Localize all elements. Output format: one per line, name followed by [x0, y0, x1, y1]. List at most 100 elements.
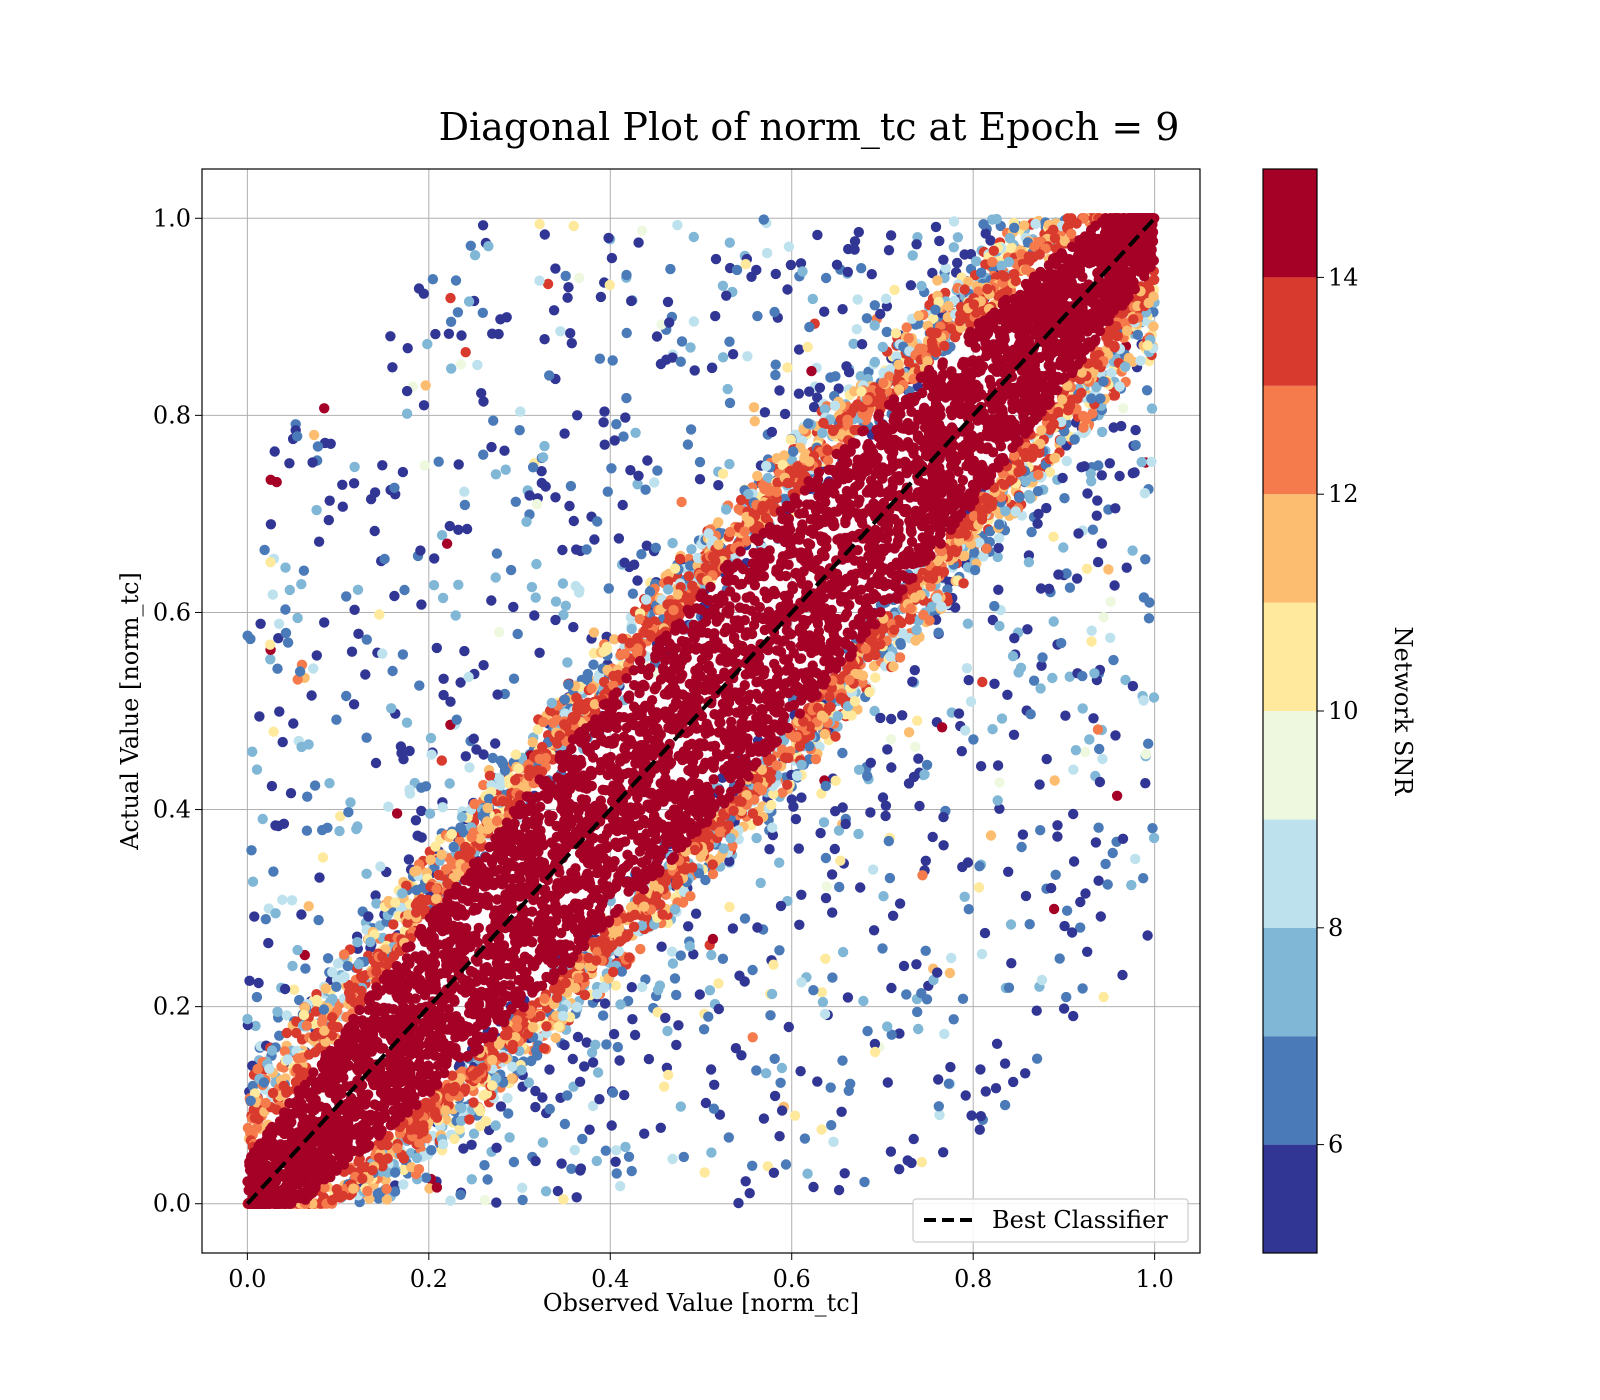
data-point	[761, 460, 772, 472]
data-point	[1071, 573, 1083, 584]
data-point	[671, 1039, 682, 1051]
data-point	[793, 843, 804, 854]
data-point	[875, 308, 886, 320]
data-point	[788, 446, 799, 457]
data-point	[1104, 458, 1116, 469]
data-point	[475, 1120, 486, 1132]
data-point	[1000, 505, 1011, 517]
data-point	[353, 628, 364, 639]
data-point	[1127, 468, 1139, 479]
data-point	[742, 351, 753, 362]
data-point	[946, 952, 957, 964]
data-point	[869, 1038, 881, 1050]
data-point	[785, 434, 796, 445]
data-point	[531, 498, 543, 510]
data-point	[1009, 633, 1020, 644]
data-point	[992, 760, 1004, 771]
data-point	[468, 1128, 480, 1139]
data-point	[311, 650, 322, 661]
data-point	[833, 383, 844, 394]
data-point	[335, 811, 346, 822]
data-point	[862, 770, 873, 782]
data-point	[766, 426, 778, 438]
data-point	[479, 1160, 490, 1171]
data-point	[832, 710, 843, 722]
data-point	[431, 642, 442, 654]
data-point	[885, 1146, 897, 1157]
data-point	[559, 428, 570, 439]
data-point	[469, 798, 480, 810]
data-point	[569, 1144, 580, 1156]
data-point	[430, 328, 441, 340]
data-point	[833, 825, 845, 836]
data-point	[804, 321, 815, 333]
data-point	[1019, 1068, 1031, 1079]
data-point	[575, 1165, 586, 1176]
data-point	[991, 213, 1002, 225]
data-point	[609, 435, 620, 446]
data-point	[495, 1101, 507, 1112]
data-point	[389, 590, 400, 602]
data-point	[1048, 616, 1059, 627]
data-point	[1081, 563, 1093, 574]
data-point	[621, 327, 632, 339]
data-point	[288, 718, 299, 729]
data-point	[1035, 683, 1046, 694]
data-point	[491, 1142, 502, 1154]
data-point	[940, 262, 951, 274]
data-point	[627, 588, 639, 599]
data-point	[483, 241, 494, 252]
data-point	[603, 232, 614, 244]
data-point	[269, 446, 280, 457]
data-point	[311, 994, 322, 1006]
data-point	[468, 733, 479, 744]
data-point	[486, 441, 497, 453]
data-point	[552, 1185, 564, 1197]
data-point	[534, 647, 545, 658]
data-point	[460, 848, 471, 860]
data-point	[468, 1097, 479, 1108]
data-point	[841, 361, 852, 372]
data-point	[1023, 251, 1035, 262]
data-point	[627, 1014, 638, 1025]
data-point	[959, 284, 970, 295]
data-point	[992, 551, 1003, 563]
data-point	[464, 1114, 475, 1125]
data-point	[973, 882, 985, 893]
data-point	[979, 927, 991, 939]
data-point	[252, 1063, 263, 1075]
data-point	[1024, 919, 1035, 930]
data-point	[491, 548, 503, 559]
data-point	[769, 1090, 781, 1102]
data-point	[534, 218, 545, 230]
data-point	[974, 861, 985, 872]
data-point	[816, 1124, 827, 1135]
data-point	[391, 808, 403, 819]
data-point	[939, 340, 950, 352]
data-point	[859, 1176, 870, 1188]
data-point	[938, 1147, 949, 1158]
data-point	[539, 229, 550, 240]
data-point	[1087, 408, 1098, 419]
data-point	[608, 966, 619, 978]
data-point	[717, 352, 729, 363]
data-point	[1064, 582, 1076, 593]
data-point	[1086, 636, 1097, 647]
data-point	[594, 353, 606, 364]
data-point	[633, 470, 644, 481]
data-point	[869, 300, 880, 311]
data-point	[865, 757, 876, 768]
data-point	[810, 754, 822, 765]
data-point	[1035, 583, 1047, 594]
data-point	[917, 343, 928, 354]
data-point	[598, 417, 609, 428]
data-point	[562, 657, 573, 668]
data-point	[683, 571, 695, 582]
data-point	[1146, 403, 1158, 414]
data-point	[404, 784, 415, 795]
data-point	[280, 627, 292, 639]
data-point	[446, 828, 457, 840]
data-point	[709, 1079, 720, 1091]
data-point	[768, 1167, 780, 1179]
data-point	[1049, 452, 1060, 464]
